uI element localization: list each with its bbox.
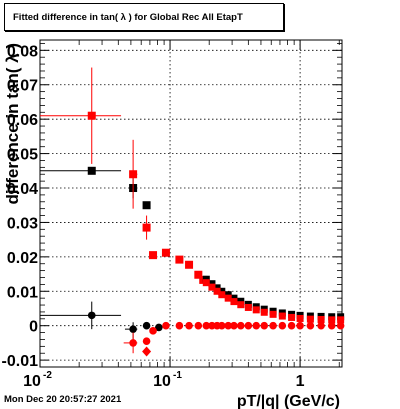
data-point-square [202, 279, 210, 287]
data-point-square [175, 255, 184, 264]
data-point-circle [317, 321, 325, 330]
data-point-square [278, 312, 286, 320]
data-point-square [149, 251, 158, 260]
y-tick-label: -0.01 [2, 353, 39, 370]
data-point-circle [269, 321, 277, 330]
x-tick-label: 10 [153, 373, 171, 390]
data-point-circle [162, 321, 170, 330]
data-point-square [213, 287, 221, 295]
data-point-circle [224, 321, 233, 330]
data-point-square [208, 283, 216, 291]
data-point-square [230, 298, 238, 306]
timestamp: Mon Dec 20 20:57:27 2021 [4, 394, 122, 405]
chart-title-box: Fitted difference in tan( λ ) for Global… [4, 3, 284, 31]
data-marks [40, 67, 345, 357]
data-point-diamond [142, 346, 152, 357]
data-point-square [142, 223, 151, 232]
data-point-circle [278, 321, 287, 330]
data-point-circle [336, 321, 345, 330]
data-point-square [161, 248, 170, 257]
y-tick-label: 0.01 [7, 284, 38, 301]
data-point-square [260, 308, 268, 316]
data-point-circle [194, 321, 203, 330]
data-point-circle [202, 321, 211, 330]
chart-title: Fitted difference in tan( λ ) for Global… [13, 12, 243, 23]
y-tick-label: 0.07 [7, 78, 38, 95]
data-point-square [224, 294, 232, 302]
x-tick-exponent: -1 [173, 370, 182, 381]
data-point-square [185, 260, 194, 269]
data-point-circle [260, 321, 269, 330]
plot-frame [39, 39, 343, 368]
data-point-circle [252, 321, 261, 330]
data-point-square [87, 111, 96, 120]
x-tick-label: 1 [296, 373, 305, 390]
data-point-circle [287, 321, 296, 330]
data-point-square [269, 310, 277, 318]
data-point-square [237, 301, 245, 309]
data-point-square [218, 291, 226, 299]
y-tick-label: 0.08 [7, 43, 38, 60]
x-axis-label: pT/|q| (GeV/c) [237, 393, 340, 409]
data-point-square [296, 314, 304, 322]
data-point-square [194, 270, 203, 279]
data-point-square [337, 316, 345, 324]
data-point-circle [129, 339, 137, 347]
data-point-circle [306, 321, 315, 330]
data-point-circle [244, 321, 253, 330]
data-point-square [129, 170, 138, 179]
data-point-circle [149, 327, 157, 335]
data-point-circle [87, 311, 96, 320]
y-tick-label: 0.04 [7, 181, 38, 198]
data-point-circle [142, 321, 151, 330]
data-point-circle [296, 321, 304, 330]
data-point-square [328, 316, 336, 324]
data-point-circle [217, 321, 226, 330]
data-point-circle [327, 321, 336, 330]
y-tick-label: 0.05 [7, 147, 38, 164]
data-point-circle [129, 325, 137, 333]
axis-ticks [39, 40, 342, 368]
data-point-circle [155, 323, 163, 332]
data-point-square [142, 201, 151, 210]
data-point-square [244, 303, 252, 311]
y-tick-label: 0.03 [7, 215, 38, 232]
data-point-square [317, 315, 325, 323]
plot-border [39, 39, 343, 368]
x-tick-exponent: -2 [43, 370, 52, 381]
y-axis-label: difference in tan( λ ) [3, 43, 22, 205]
data-point-circle [175, 321, 184, 330]
data-point-circle [230, 321, 238, 330]
data-point-square [288, 313, 296, 321]
y-tick-label: 0.06 [7, 112, 38, 129]
data-point-square [87, 166, 96, 175]
data-point-square [306, 315, 314, 323]
data-point-circle [237, 321, 245, 330]
y-tick-label: 0.02 [7, 250, 38, 267]
data-point-circle [185, 321, 193, 330]
tick-labels: -0.01 0 0.01 0.02 0.03 0.04 0.05 0.06 0.07 0.08 10… [2, 43, 305, 390]
data-point-square [252, 306, 260, 314]
y-tick-label: 0 [29, 319, 38, 336]
data-point-circle [142, 337, 151, 345]
x-tick-label: 10 [23, 373, 41, 390]
